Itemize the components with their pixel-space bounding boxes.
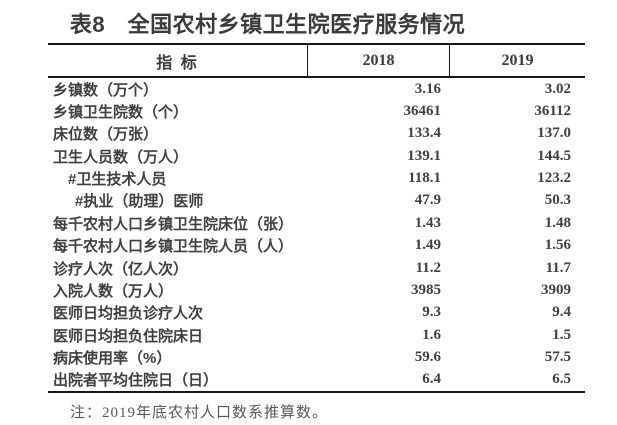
row-indicator-label: 每千农村人口乡镇卫生院人员（人） <box>53 238 294 256</box>
table-row: 每千农村人口乡镇卫生院床位（张） 1.43 1.48 <box>48 212 585 234</box>
row-value-2019: 9.4 <box>552 304 571 321</box>
table-footnote: 注：2019年底农村人口数系推算数。 <box>70 405 329 421</box>
row-value-2018: 133.4 <box>407 125 441 142</box>
column-header-indicator: 指 标 <box>156 54 199 72</box>
row-value-2018: 6.4 <box>422 371 441 388</box>
row-value-2018: 47.9 <box>414 192 441 209</box>
row-indicator-label: 乡镇数（万个） <box>53 81 159 99</box>
table-row: 入院人数（万人） 3985 3909 <box>48 279 585 301</box>
table-row: 医师日均担负诊疗人次 9.3 9.4 <box>48 302 585 324</box>
column-header-2018: 2018 <box>307 45 450 76</box>
row-value-2019: 1.5 <box>552 326 571 343</box>
row-value-2018: 59.6 <box>414 348 441 365</box>
row-value-2019: 50.3 <box>544 192 571 209</box>
row-indicator-label: #卫生技术人员 <box>68 171 167 189</box>
table-row: 乡镇卫生院数（个） 36461 36112 <box>48 100 585 122</box>
row-indicator-label: 医师日均担负诊疗人次 <box>53 305 204 323</box>
row-value-2019: 3.02 <box>544 80 571 97</box>
row-value-2018: 3985 <box>411 281 441 298</box>
row-indicator-label: #执业（助理）医师 <box>75 193 204 211</box>
row-value-2018: 139.1 <box>407 147 441 164</box>
table-row: #卫生技术人员 118.1 123.2 <box>48 167 585 189</box>
row-value-2019: 137.0 <box>537 125 571 142</box>
row-value-2019: 1.56 <box>544 237 571 254</box>
row-value-2019: 3909 <box>541 281 571 298</box>
row-value-2019: 1.48 <box>544 214 571 231</box>
table-row: 病床使用率（%） 59.6 57.5 <box>48 346 585 368</box>
table-row: 医师日均担负住院床日 1.6 1.5 <box>48 324 585 346</box>
row-indicator-label: 床位数（万张） <box>53 126 159 144</box>
row-indicator-label: 每千农村人口乡镇卫生院床位（张） <box>53 215 294 233</box>
row-indicator-label: 病床使用率（%） <box>53 349 172 367</box>
statistics-table: 指 标 2018 2019 乡镇数（万个） 3.16 3.02 乡镇卫生院数（个） 36… <box>48 43 585 394</box>
row-value-2018: 1.6 <box>422 326 441 343</box>
row-value-2019: 6.5 <box>552 371 571 388</box>
row-value-2018: 1.49 <box>414 237 441 254</box>
table-row: 卫生人员数（万人） 139.1 144.5 <box>48 145 585 167</box>
row-value-2019: 57.5 <box>544 348 571 365</box>
table-body: 乡镇数（万个） 3.16 3.02 乡镇卫生院数（个） 36461 36112 床位数（万张… <box>48 78 585 394</box>
row-indicator-label: 医师日均担负住院床日 <box>53 327 204 345</box>
table-row: 每千农村人口乡镇卫生院人员（人） 1.49 1.56 <box>48 235 585 257</box>
table-row: 乡镇数（万个） 3.16 3.02 <box>48 78 585 100</box>
table-row: 床位数（万张） 133.4 137.0 <box>48 123 585 145</box>
table-row: 诊疗人次（亿人次） 11.2 11.7 <box>48 257 585 279</box>
row-indicator-label: 入院人数（万人） <box>53 282 174 300</box>
table-row: #执业（助理）医师 47.9 50.3 <box>48 190 585 212</box>
table-row: 出院者平均住院日（日） 6.4 6.5 <box>48 369 585 391</box>
row-indicator-label: 卫生人员数（万人） <box>53 148 189 166</box>
row-indicator-label: 诊疗人次（亿人次） <box>53 260 189 278</box>
row-value-2018: 11.2 <box>415 259 441 276</box>
row-indicator-label: 出院者平均住院日（日） <box>53 372 219 390</box>
row-value-2019: 11.7 <box>545 259 571 276</box>
row-indicator-label: 乡镇卫生院数（个） <box>53 104 189 122</box>
row-value-2018: 118.1 <box>408 170 441 187</box>
row-value-2018: 9.3 <box>422 304 441 321</box>
table-title: 表8 全国农村乡镇卫生院医疗服务情况 <box>69 12 466 37</box>
row-value-2018: 1.43 <box>414 214 441 231</box>
row-value-2019: 123.2 <box>537 170 571 187</box>
column-header-2019: 2019 <box>501 51 534 69</box>
table-header-row: 指 标 2018 2019 <box>48 43 585 78</box>
row-value-2019: 36112 <box>534 103 571 120</box>
row-value-2019: 144.5 <box>537 147 571 164</box>
row-value-2018: 3.16 <box>414 80 441 97</box>
row-value-2018: 36461 <box>403 103 442 120</box>
